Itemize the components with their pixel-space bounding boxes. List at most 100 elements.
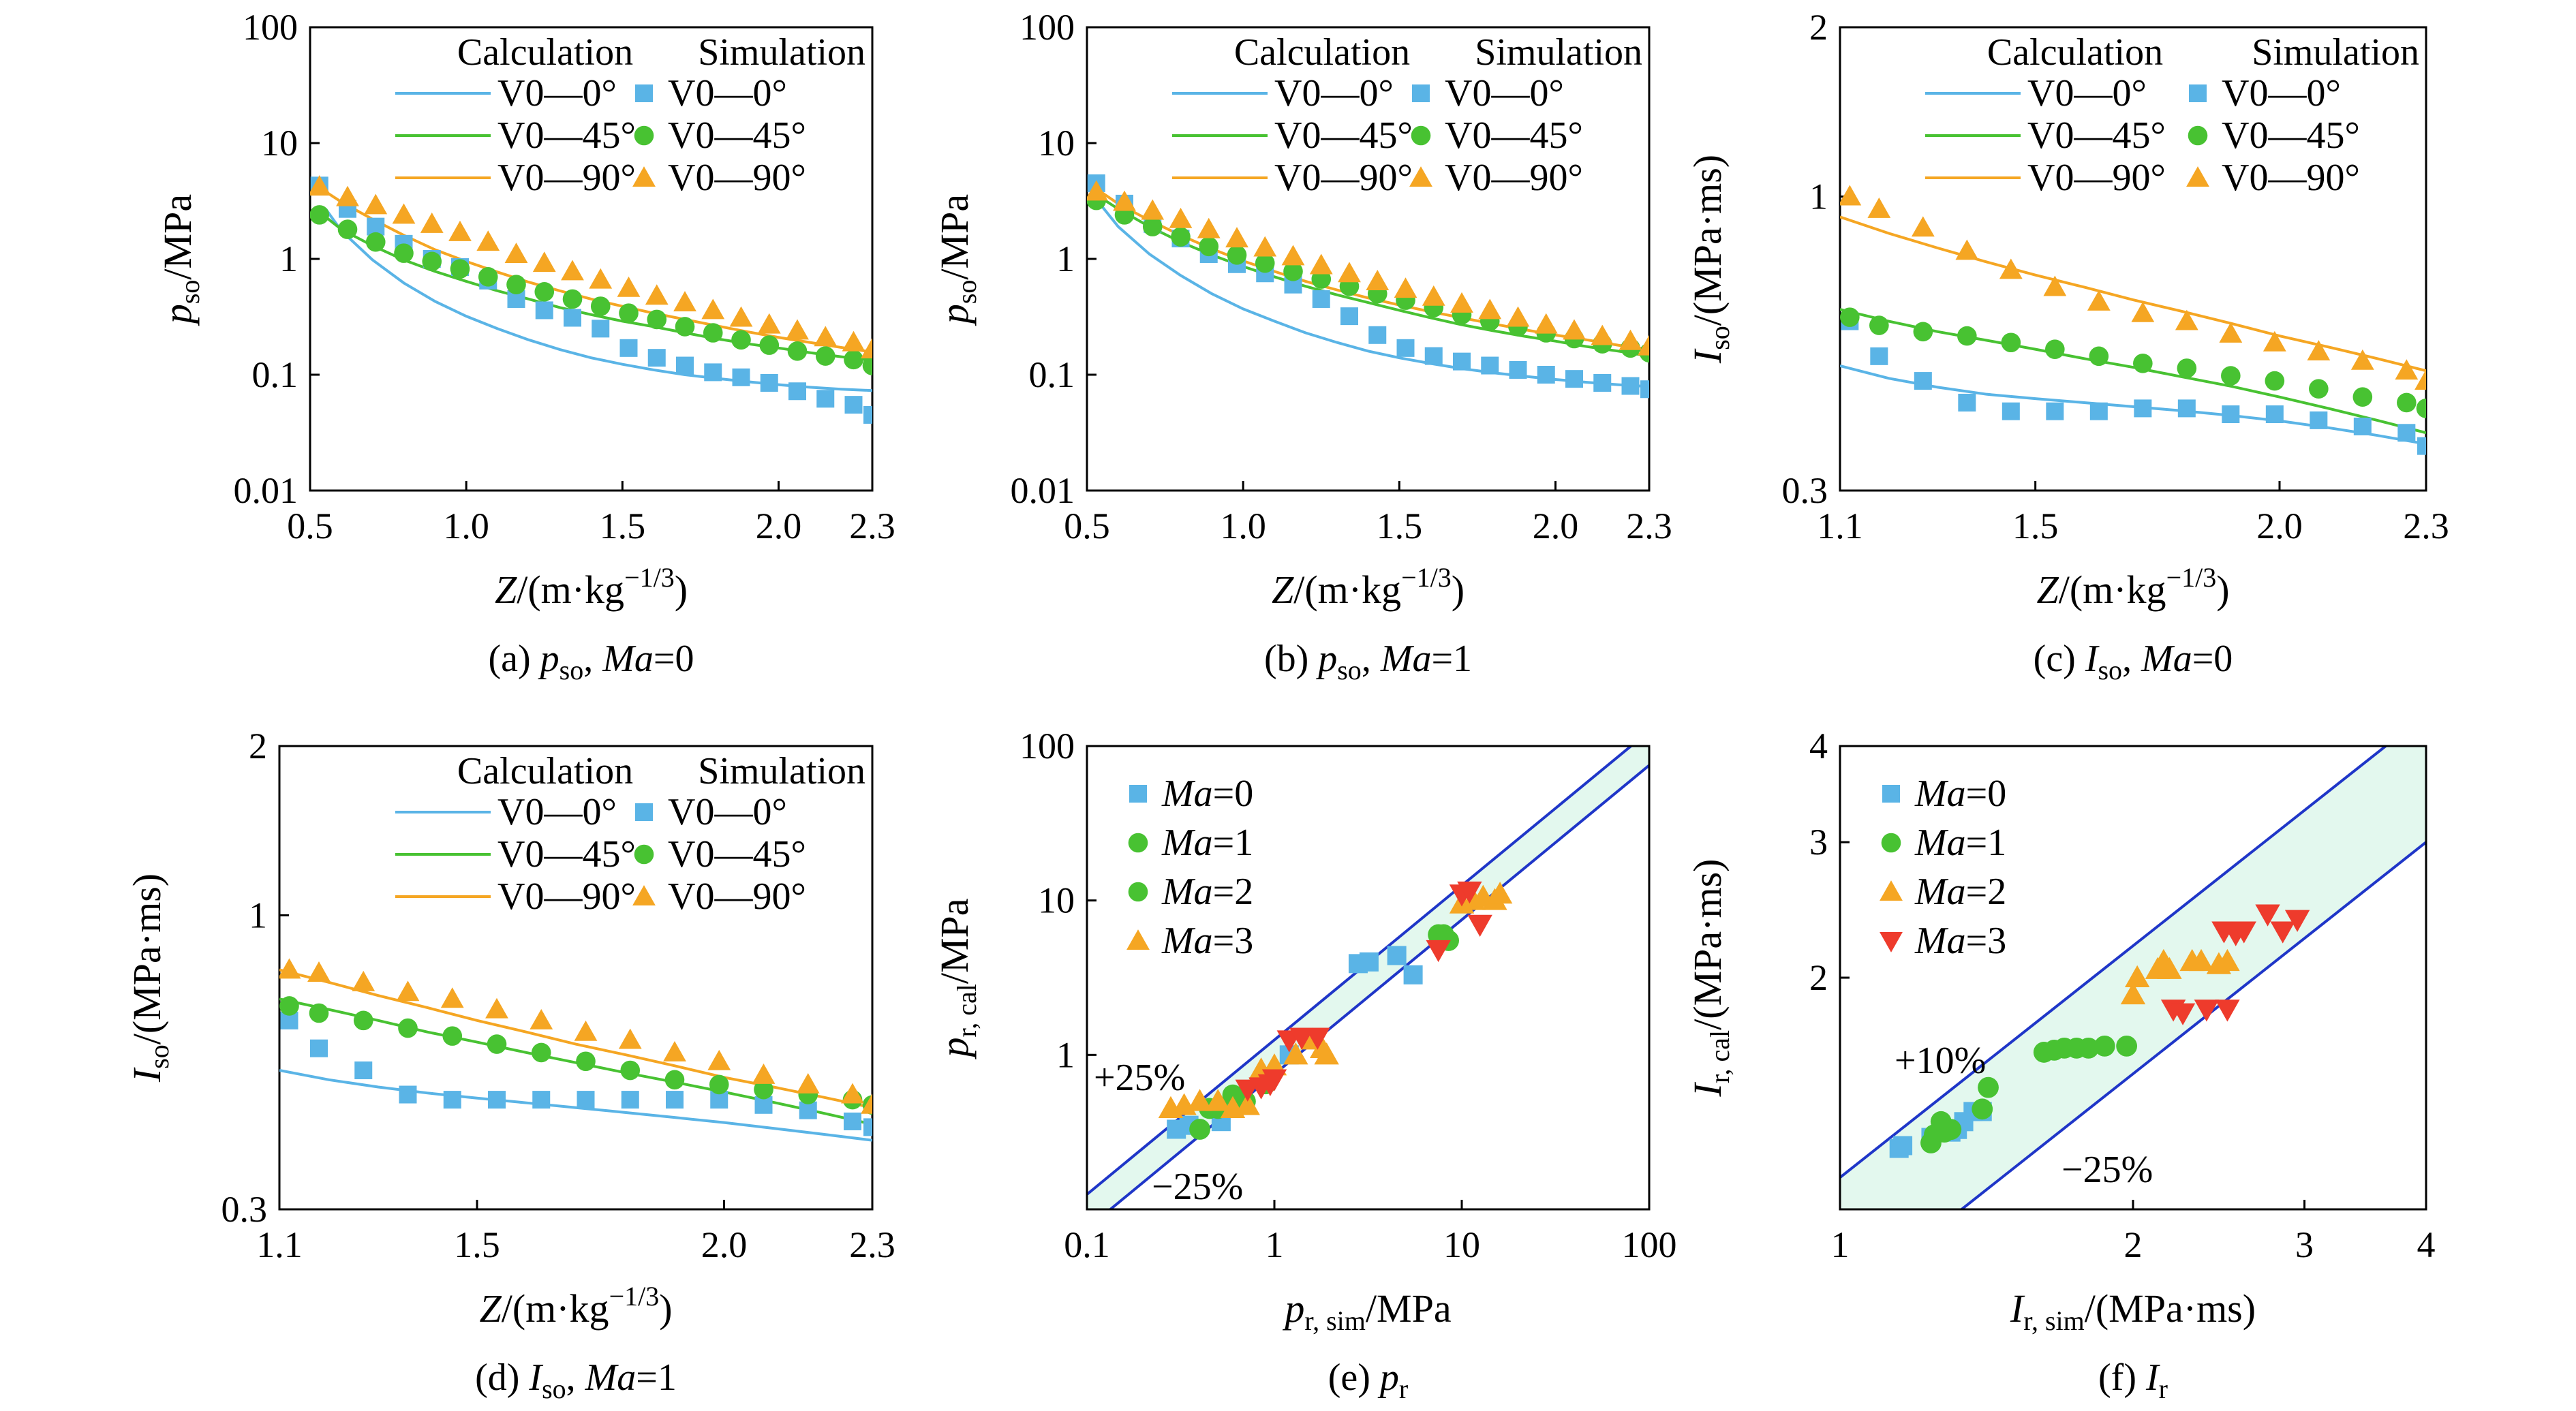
simulation-point	[2263, 330, 2286, 352]
simulation-point	[1867, 197, 1891, 218]
y-tick-label: 0.3	[221, 1189, 268, 1230]
legend-calc-label: V0—45°	[2027, 114, 2166, 157]
data-point	[2215, 999, 2240, 1022]
simulation-point	[392, 203, 416, 224]
simulation-point	[1394, 277, 1417, 298]
simulation-point	[506, 275, 526, 295]
legend-marker	[635, 84, 653, 102]
data-point	[2116, 1035, 2138, 1057]
simulation-point	[2045, 339, 2065, 359]
simulation-point	[844, 1112, 861, 1130]
simulation-point	[2046, 402, 2064, 420]
legend-sim-label: V0—45°	[1445, 114, 1583, 157]
y-tick-label: 100	[1019, 726, 1075, 766]
plot-area-c	[1840, 185, 2426, 455]
simulation-point	[2416, 399, 2426, 418]
subplot-caption: (b) pso, Ma=1	[1264, 638, 1472, 685]
x-axis-label: pr, sim/MPa	[1282, 1286, 1451, 1336]
subplot-a: 0.5 1.0 1.5 2.0 2.3 0.01 0.1 1 10 100 Z/(m·kg−1/3)…	[155, 7, 895, 685]
legend-calc-label: V0—90°	[497, 157, 636, 199]
legend-sim-label: V0—0°	[1445, 72, 1564, 114]
simulation-point	[561, 260, 584, 281]
simulation-point	[1509, 360, 1527, 379]
simulation-point	[488, 1091, 506, 1109]
ticks-e: 0.1 1 10 100 1 10 100	[1019, 726, 1677, 1265]
axes-frame	[1086, 745, 1651, 1211]
y-tick-label: 2	[249, 726, 267, 766]
simulation-point	[420, 212, 444, 233]
y-tick-label: 10	[1038, 123, 1075, 164]
legend-label: Ma=3	[1161, 920, 1253, 962]
simulation-point	[562, 289, 583, 309]
legend-sim-label: V0—0°	[668, 791, 787, 833]
x-tick-label: 0.5	[1064, 506, 1110, 546]
calculation-line	[1101, 206, 1649, 388]
simulation-point	[1424, 347, 1443, 365]
data-point	[1467, 914, 1492, 937]
simulation-point	[617, 276, 641, 297]
subplot-b: 0.5 1.0 1.5 2.0 2.3 0.01 0.1 1 10 100 Z/(m·kg−1/3)…	[932, 7, 1672, 685]
legend-calc-label: V0—45°	[497, 114, 636, 157]
simulation-point	[673, 291, 696, 312]
band-upper-line	[1840, 746, 2389, 1179]
simulation-point	[532, 251, 556, 273]
x-axis-label: Z/(m·kg−1/3)	[479, 1281, 672, 1331]
simulation-point	[1638, 335, 1649, 356]
simulation-point	[2414, 369, 2426, 390]
plot-area-d	[279, 958, 872, 1142]
simulation-point	[1312, 290, 1330, 308]
simulation-point	[620, 1060, 641, 1081]
simulation-point	[729, 306, 753, 327]
data-point	[1403, 965, 1423, 984]
simulation-point	[844, 396, 863, 414]
legend-calc-label: V0—90°	[1274, 157, 1413, 199]
simulation-point	[1563, 319, 1586, 340]
x-tick-label: 100	[1622, 1224, 1677, 1265]
simulation-point	[1338, 262, 1361, 283]
subplot-caption: (f) Ir	[2098, 1356, 2168, 1404]
data-point	[2157, 957, 2182, 979]
simulation-point	[352, 970, 375, 991]
simulation-point	[394, 243, 414, 263]
x-tick-label: 2.3	[1626, 506, 1672, 546]
simulation-point	[1869, 315, 1889, 335]
ticks-c: 1.1 1.5 2.0 2.3 0.3 1 2	[1782, 7, 2449, 546]
legend-marker	[635, 803, 653, 821]
simulation-point	[443, 1091, 461, 1109]
simulation-point	[398, 1018, 418, 1038]
simulation-point	[365, 232, 386, 252]
simulation-point	[1999, 258, 2023, 279]
y-tick-label: 1	[279, 238, 298, 279]
simulation-point	[279, 958, 301, 979]
legend-label: Ma=0	[1161, 773, 1253, 815]
y-axis-label: Iso/(MPa·ms)	[1685, 155, 1735, 364]
data-point	[1261, 1069, 1287, 1091]
simulation-point	[701, 298, 725, 320]
simulation-point	[666, 1091, 684, 1109]
simulation-point	[1396, 339, 1415, 357]
subplot-f: 1 2 3 4 2 3 4 Ir, sim/(MPa·ms) Ir, cal/(MPa·ms) (…	[1685, 726, 2436, 1404]
simulation-point	[1506, 306, 1530, 327]
x-tick-label: 2.3	[2403, 506, 2449, 546]
simulation-point	[309, 1003, 329, 1023]
simulation-point	[1911, 216, 1935, 237]
x-tick-label: 0.5	[287, 506, 333, 546]
x-tick-label: 1.1	[1817, 506, 1863, 546]
data-point	[1426, 940, 1451, 963]
band-lower-line	[1108, 764, 1649, 1209]
simulation-point	[619, 339, 638, 357]
plot-area-a	[310, 175, 872, 424]
legend-sim-header: Simulation	[698, 31, 865, 74]
simulation-point	[2175, 309, 2198, 330]
x-tick-label: 3	[2295, 1224, 2314, 1265]
legend-calc-header: Calculation	[1987, 31, 2163, 74]
simulation-point	[307, 961, 331, 982]
simulation-point	[621, 1091, 639, 1109]
simulation-point	[353, 1010, 373, 1031]
simulation-point	[577, 1091, 595, 1109]
plot-area-b	[1087, 174, 1649, 399]
simulation-point	[2397, 424, 2416, 442]
legend-calc-label: V0—90°	[2027, 157, 2166, 199]
